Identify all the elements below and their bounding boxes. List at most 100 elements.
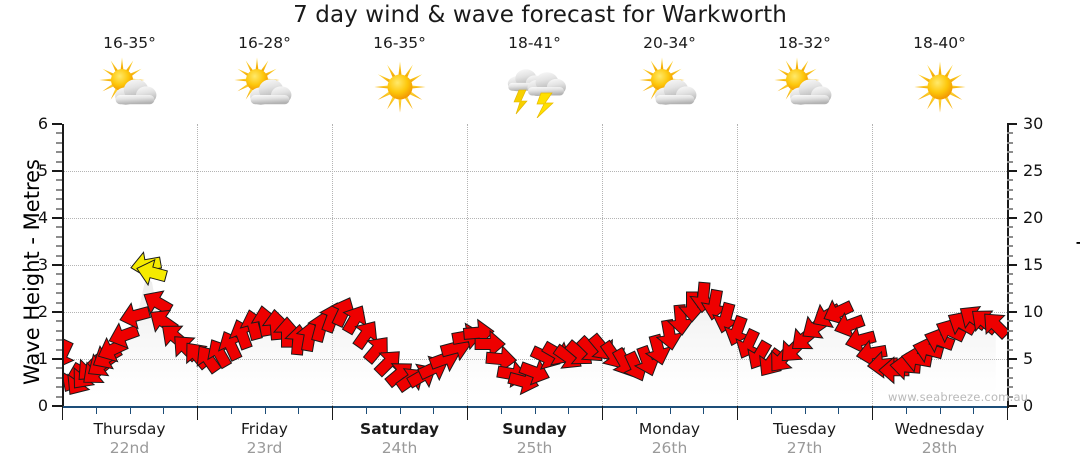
x-axis-tick: [467, 406, 468, 420]
axis-tick-label: 6: [37, 114, 48, 133]
x-axis-tick: [163, 406, 165, 414]
axis-tick: [56, 282, 62, 285]
wind-direction-arrow: [62, 338, 75, 370]
axis-tick: [56, 339, 62, 342]
axis-tick: [52, 358, 62, 360]
axis-tick: [1007, 198, 1013, 201]
axis-tick: [1007, 170, 1017, 172]
axis-tick-label: 4: [37, 208, 48, 227]
sun-cloud-icon: [769, 56, 841, 118]
x-axis-tick: [129, 406, 131, 414]
left-axis-line: [62, 124, 64, 408]
axis-tick: [1007, 358, 1017, 360]
day-forecast-header: 20-34°: [610, 35, 730, 124]
axis-tick: [56, 245, 62, 248]
x-axis-tick: [939, 406, 941, 414]
axis-tick: [1007, 226, 1013, 229]
x-axis-tick: [973, 406, 975, 414]
right-axis-title: Wind Speed - Knots: [1076, 167, 1080, 373]
day-forecast-header: 16-28°: [205, 35, 325, 124]
axis-tick-label: 3: [37, 255, 48, 274]
x-axis-tick: [433, 406, 435, 414]
axis-tick: [56, 141, 62, 144]
axis-tick: [1007, 339, 1013, 342]
axis-tick: [56, 132, 62, 135]
wind-direction-arrow: [136, 258, 168, 287]
axis-tick-label: 25: [1023, 161, 1044, 180]
axis-tick-label: 0: [1023, 396, 1034, 415]
day-name: Sunday: [502, 420, 567, 438]
sun-cloud-icon: [634, 56, 706, 118]
axis-tick: [1007, 141, 1013, 144]
temperature-range: 16-35°: [103, 34, 156, 52]
x-axis-tick: [905, 406, 907, 414]
axis-tick: [56, 348, 62, 351]
day-name: Thursday: [93, 420, 166, 438]
day-date: 26th: [651, 439, 688, 458]
axis-tick: [1007, 217, 1017, 219]
axis-tick: [1007, 282, 1013, 285]
day-name: Tuesday: [772, 420, 837, 438]
axis-tick: [1007, 132, 1013, 135]
day-label: Tuesday 27th: [735, 420, 875, 459]
gridline-horizontal: [62, 171, 1007, 172]
axis-tick: [56, 376, 62, 379]
axis-tick: [56, 198, 62, 201]
axis-tick-label: 5: [37, 161, 48, 180]
day-name: Monday: [638, 420, 701, 438]
day-label: Saturday 24th: [330, 420, 470, 459]
x-axis-tick: [365, 406, 367, 414]
axis-tick: [1007, 160, 1013, 163]
day-date: 25th: [516, 439, 553, 458]
gridline-day-boundary: [737, 124, 738, 406]
gridline-day-boundary: [602, 124, 603, 406]
day-label: Friday 23rd: [195, 420, 335, 459]
axis-tick: [52, 170, 62, 172]
temperature-range: 16-35°: [373, 34, 426, 52]
axis-tick: [56, 151, 62, 154]
axis-tick: [1007, 405, 1017, 407]
x-axis-tick: [298, 406, 300, 414]
day-date: 27th: [786, 439, 823, 458]
x-axis-tick: [804, 406, 806, 414]
temperature-range: 18-32°: [778, 34, 831, 52]
gridline-day-boundary: [467, 124, 468, 406]
axis-tick-label: 2: [37, 302, 48, 321]
sun-cloud-icon: [229, 56, 301, 118]
axis-tick: [56, 207, 62, 210]
axis-tick: [56, 301, 62, 304]
axis-tick: [56, 179, 62, 182]
axis-tick: [52, 123, 62, 125]
axis-tick: [56, 292, 62, 295]
thunderstorm-icon: [499, 56, 571, 118]
axis-tick: [1007, 123, 1017, 125]
axis-tick: [1007, 329, 1013, 332]
axis-tick: [56, 386, 62, 389]
x-axis-tick: [635, 406, 637, 414]
axis-tick: [1007, 179, 1013, 182]
axis-tick-label: 30: [1023, 114, 1044, 133]
day-forecast-header: 18-40°: [880, 34, 1000, 124]
x-axis-tick: [264, 406, 266, 414]
right-axis-line: [1007, 124, 1009, 408]
axis-tick: [1007, 348, 1013, 351]
axis-tick: [1007, 235, 1013, 238]
axis-tick: [52, 311, 62, 313]
day-name: Friday: [241, 420, 288, 438]
axis-tick-label: 0: [37, 396, 48, 415]
axis-tick: [1007, 245, 1013, 248]
day-date: 24th: [381, 439, 418, 458]
wind-direction-arrow: [119, 302, 152, 330]
temperature-range: 18-40°: [913, 34, 966, 52]
axis-tick: [56, 188, 62, 191]
axis-tick: [56, 254, 62, 257]
axis-tick: [56, 395, 62, 398]
day-name: Wednesday: [894, 420, 985, 438]
wind-direction-arrow: [984, 313, 1007, 340]
axis-tick-label: 5: [1023, 349, 1034, 368]
day-name: Saturday: [360, 420, 439, 438]
axis-tick: [1007, 264, 1017, 266]
gridline-day-boundary: [872, 124, 873, 406]
axis-tick: [1007, 188, 1013, 191]
